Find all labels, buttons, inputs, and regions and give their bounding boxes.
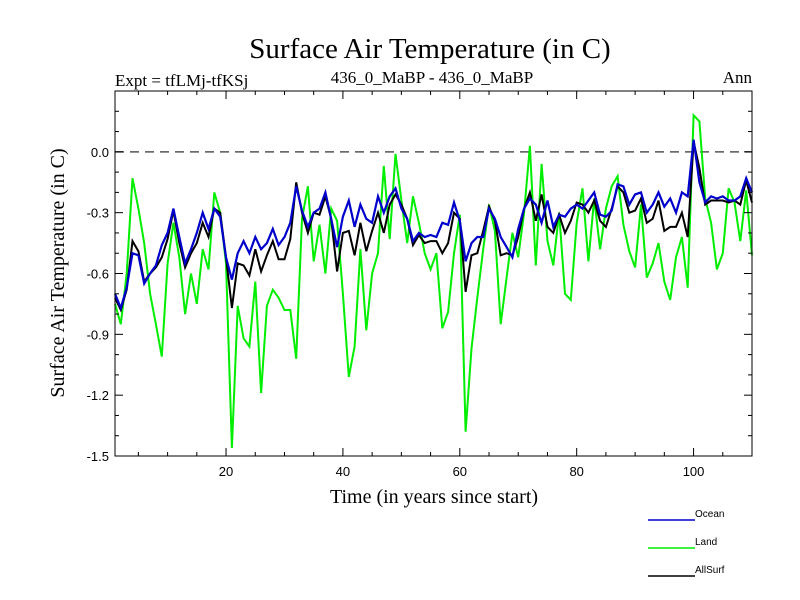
legend-label-land: Land: [695, 537, 717, 548]
x-tick-label: 60: [453, 464, 467, 479]
y-tick-label: -0.9: [87, 327, 109, 342]
series-line-ocean: [113, 139, 754, 312]
x-tick-label: 80: [569, 464, 583, 479]
plot-area: [113, 112, 754, 448]
plot-frame: [114, 90, 753, 457]
legend-label-allsurf: AllSurf: [695, 565, 725, 576]
y-axis-label: Surface Air Temperature (in C): [47, 148, 69, 397]
x-axis-label: Time (in years since start): [330, 486, 538, 508]
y-tick-label: -1.5: [87, 449, 109, 464]
series-line-land: [114, 112, 753, 448]
x-tick-label: 100: [683, 464, 705, 479]
y-tick-label: -0.3: [87, 206, 109, 221]
y-tick-label: 0.0: [91, 145, 109, 160]
legend: Ocean Land AllSurf: [648, 509, 725, 577]
x-tick-label: 40: [336, 464, 350, 479]
experiment-label: Expt = tfLMj-tfKSj: [115, 71, 248, 90]
x-tick-label: 20: [219, 464, 233, 479]
legend-label-ocean: Ocean: [695, 509, 724, 520]
period-label: 436_0_MaBP - 436_0_MaBP: [331, 68, 533, 87]
series-line-allsurf: [114, 141, 753, 313]
y-tick-label: -0.6: [87, 267, 109, 282]
season-label: Ann: [723, 68, 753, 87]
chart-title: Surface Air Temperature (in C): [249, 33, 610, 65]
axes: 20 40 60 80 100 0.0 -0.3 -0.6 -0.9 -1.2 -1.5: [87, 90, 753, 479]
y-tick-label: -1.2: [87, 388, 109, 403]
